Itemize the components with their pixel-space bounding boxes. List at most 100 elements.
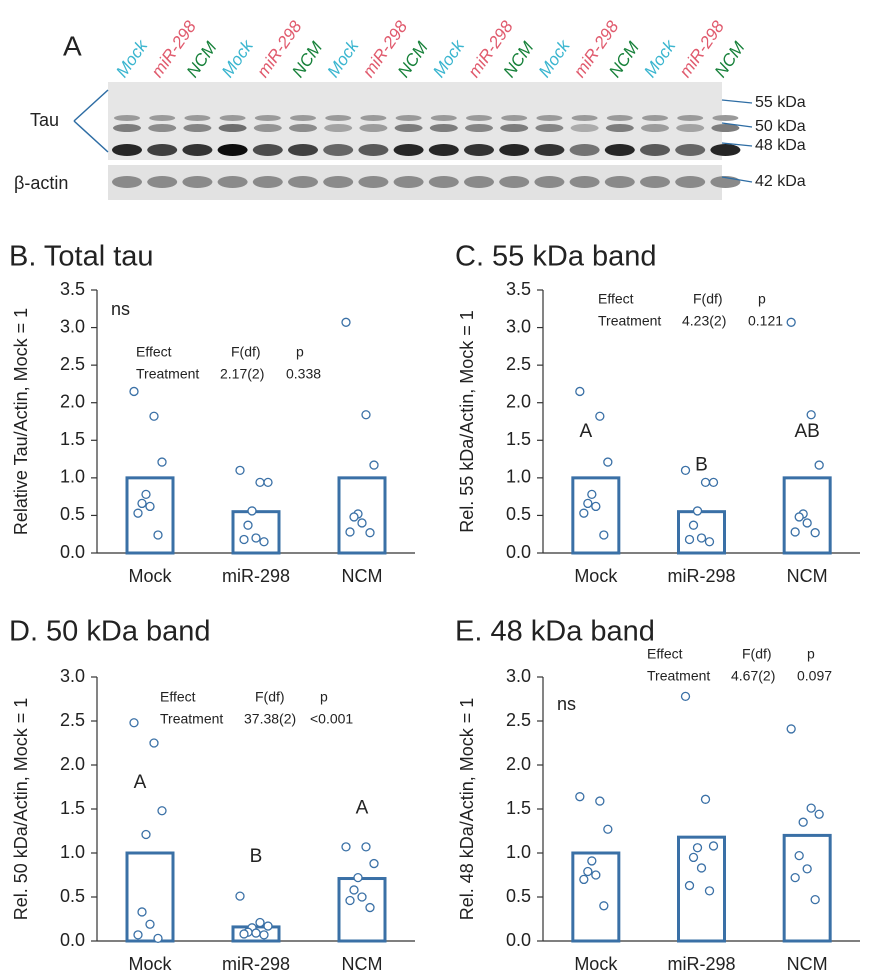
data-point	[682, 466, 690, 474]
band-42	[464, 176, 494, 188]
y-tick-label: 2.0	[506, 391, 531, 411]
band-50	[535, 124, 563, 132]
data-point	[698, 864, 706, 872]
data-point	[342, 843, 350, 851]
band-55	[431, 115, 457, 121]
y-tick-label: 0.5	[506, 886, 531, 906]
y-tick-label: 0.5	[60, 504, 85, 524]
bar	[679, 837, 725, 941]
band-48	[710, 144, 740, 156]
data-point	[698, 534, 706, 542]
stats-cell: 0.097	[797, 668, 832, 684]
data-point	[588, 857, 596, 865]
y-tick-label: 1.0	[506, 842, 531, 862]
y-tick-label: 0.5	[60, 886, 85, 906]
band-55	[360, 115, 386, 121]
data-point	[350, 886, 358, 894]
data-point	[264, 922, 272, 930]
stats-header: Effect	[647, 646, 683, 662]
data-point	[600, 531, 608, 539]
band-48	[147, 144, 177, 156]
band-42	[218, 176, 248, 188]
band-48	[605, 144, 635, 156]
data-point	[154, 934, 162, 942]
data-point	[370, 461, 378, 469]
lane-label: Mock	[324, 35, 364, 80]
band-55	[501, 115, 527, 121]
y-tick-label: 1.0	[60, 467, 85, 487]
data-point	[138, 499, 146, 507]
band-50	[183, 124, 211, 132]
x-tick-label: miR-298	[222, 954, 290, 974]
stats-cell: Treatment	[647, 668, 710, 684]
band-55	[149, 115, 175, 121]
band-50	[219, 124, 247, 132]
band-42	[323, 176, 353, 188]
stats-cell: <0.001	[310, 711, 353, 727]
data-point	[686, 535, 694, 543]
y-tick-label: 1.0	[506, 467, 531, 487]
band-55	[114, 115, 140, 121]
band-55	[220, 115, 246, 121]
data-point	[244, 521, 252, 529]
data-point	[815, 461, 823, 469]
band-48	[182, 144, 212, 156]
band-55	[466, 115, 492, 121]
data-point	[142, 490, 150, 498]
actin-label: β-actin	[14, 173, 68, 193]
data-point	[252, 929, 260, 937]
band-50	[606, 124, 634, 132]
stats-cell: Treatment	[136, 366, 199, 382]
band-50	[430, 124, 458, 132]
y-tick-label: 1.0	[60, 842, 85, 862]
stats-header: F(df)	[255, 689, 285, 705]
y-axis-label: Relative Tau/Actin, Mock = 1	[11, 308, 31, 535]
data-point	[694, 507, 702, 515]
lane-label: Mock	[112, 35, 152, 80]
band-48	[499, 144, 529, 156]
group-letter: AB	[794, 421, 819, 442]
x-tick-label: NCM	[787, 954, 828, 974]
band-50	[113, 124, 141, 132]
y-tick-label: 0.0	[60, 930, 85, 950]
y-tick-label: 2.0	[60, 754, 85, 774]
chart-title: D. 50 kDa band	[9, 616, 211, 648]
y-tick-label: 1.5	[506, 798, 531, 818]
lane-label: Mock	[218, 35, 258, 80]
y-tick-label: 2.5	[506, 354, 531, 374]
band-55	[642, 115, 668, 121]
data-point	[791, 874, 799, 882]
group-letter: B	[250, 846, 263, 867]
band-42	[253, 176, 283, 188]
lane-label: Mock	[429, 35, 469, 80]
marker-tick	[722, 100, 752, 103]
band-42	[358, 176, 388, 188]
marker-label: 42 kDa	[755, 173, 806, 190]
stats-cell: 0.338	[286, 366, 321, 382]
group-letter: A	[134, 772, 147, 793]
band-48	[570, 144, 600, 156]
data-point	[346, 897, 354, 905]
data-point	[236, 466, 244, 474]
bar	[339, 879, 385, 941]
band-55	[325, 115, 351, 121]
band-42	[640, 176, 670, 188]
band-48	[394, 144, 424, 156]
bar	[573, 478, 619, 553]
band-55	[712, 115, 738, 121]
band-50	[148, 124, 176, 132]
x-tick-label: Mock	[128, 954, 172, 974]
data-point	[592, 502, 600, 510]
stats-header: p	[296, 344, 304, 360]
band-50	[254, 124, 282, 132]
data-point	[588, 490, 596, 498]
data-point	[694, 844, 702, 852]
data-point	[576, 793, 584, 801]
y-tick-label: 0.0	[60, 542, 85, 562]
data-point	[596, 412, 604, 420]
band-48	[358, 144, 388, 156]
chart-title: B. Total tau	[9, 241, 154, 273]
data-point	[787, 725, 795, 733]
y-tick-label: 1.5	[506, 429, 531, 449]
data-point	[256, 478, 264, 486]
